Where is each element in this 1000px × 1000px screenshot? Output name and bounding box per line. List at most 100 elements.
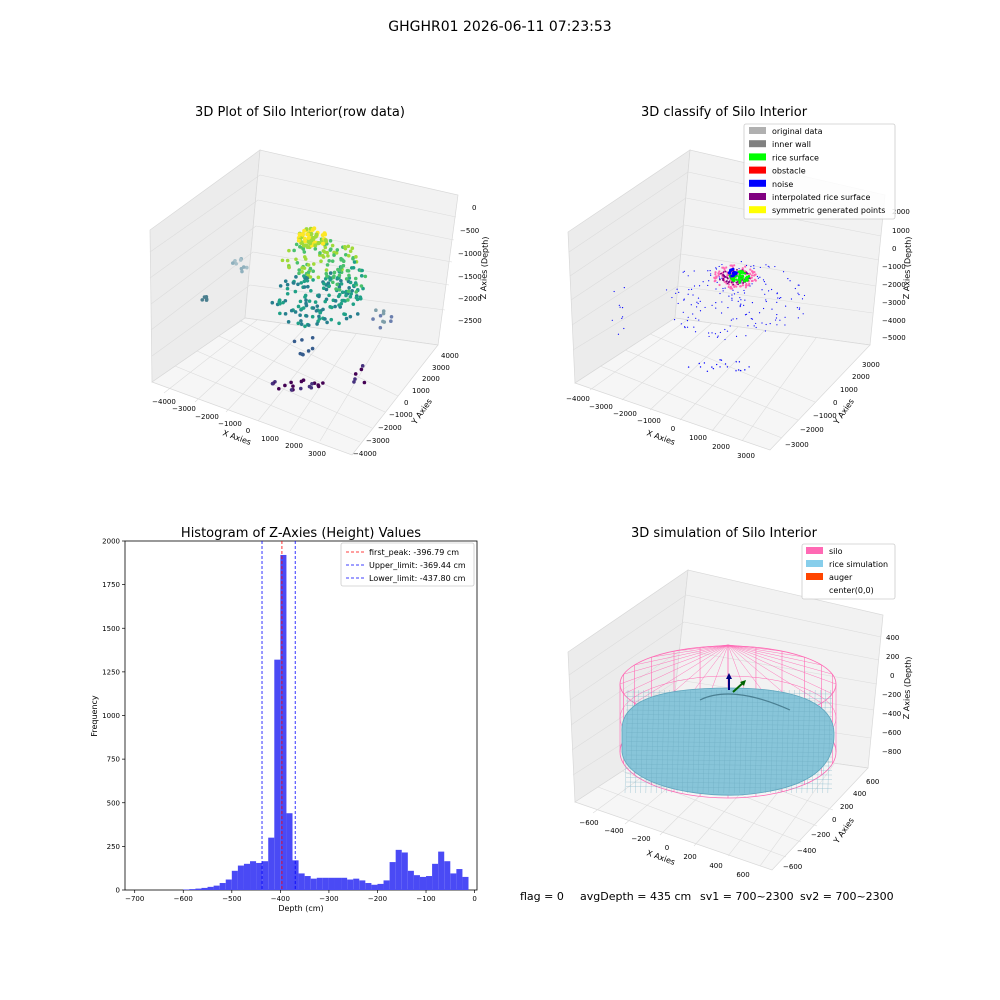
raw-point (280, 258, 285, 263)
classify-point (710, 273, 712, 275)
hist-bar (401, 852, 408, 890)
raw-point (302, 279, 307, 284)
hist-bar (274, 659, 281, 890)
raw-point (340, 298, 344, 303)
classify-point (797, 317, 799, 319)
raw-point (294, 275, 298, 279)
hist-bar (359, 880, 366, 890)
classify-point (720, 359, 723, 361)
classify-point (721, 263, 723, 266)
raw-point (328, 277, 332, 282)
raw-point (318, 251, 322, 255)
classify-point (724, 338, 726, 341)
classify-point (699, 300, 701, 302)
rice-mesh-line (625, 718, 833, 722)
sim-legend-label: auger (829, 573, 853, 582)
classify-point (776, 301, 778, 303)
raw-point (330, 259, 335, 263)
raw-point (296, 282, 300, 287)
classify-point (703, 362, 706, 364)
classify-point (714, 273, 717, 276)
classify-point (690, 304, 692, 306)
raw-point (283, 383, 287, 388)
raw-point (296, 321, 301, 326)
rice-mesh-line (671, 689, 675, 794)
classify-point (720, 312, 723, 314)
classify-point (755, 322, 757, 325)
hist-bar (383, 880, 390, 890)
raw-point (299, 307, 304, 311)
classify-point (745, 335, 747, 337)
raw-points (200, 226, 394, 392)
classify-point (735, 278, 738, 281)
rice-mesh-line (625, 772, 833, 776)
classify-point (718, 270, 721, 273)
classify-point (744, 314, 747, 316)
classify-point (741, 275, 744, 278)
classify-point (790, 298, 793, 300)
classify-point (719, 359, 721, 361)
classify-point (726, 330, 729, 332)
sim-xlabel: X Axies (645, 848, 676, 867)
rice-mesh-line (676, 689, 681, 794)
raw-point (302, 266, 307, 270)
raw-point (313, 243, 318, 248)
raw-point (321, 381, 325, 385)
classify-legend-swatch (749, 179, 766, 187)
hist-bar (268, 837, 275, 890)
raw-point (354, 255, 358, 259)
raw-point (286, 320, 291, 324)
classify-point (750, 276, 753, 279)
raw-point (327, 293, 331, 298)
classify-point (740, 299, 742, 301)
classify-point (730, 281, 733, 284)
raw-point (346, 269, 351, 273)
raw-point (306, 263, 311, 267)
classify-point (741, 267, 744, 270)
raw-point (289, 388, 294, 392)
raw-point (299, 379, 304, 384)
hist-ytick-label: 1250 (102, 668, 120, 676)
classify-point (748, 311, 750, 313)
raw-point (293, 289, 298, 294)
classify-point (613, 290, 615, 293)
classify-point (708, 280, 710, 282)
raw-point (359, 284, 364, 288)
sim-legend-label: rice simulation (829, 560, 888, 569)
hist-bar (250, 861, 257, 890)
raw-point (310, 336, 315, 340)
hist-bar (304, 876, 311, 890)
rice-mesh-line (812, 689, 816, 794)
hist-bar (328, 877, 335, 890)
classify-ztick: −2000 (882, 281, 906, 289)
raw-xtick: 2000 (285, 442, 303, 450)
raw-point (316, 241, 321, 246)
hist-bar (207, 886, 214, 890)
hist-xlabel: Depth (cm) (278, 904, 323, 913)
classify-point (710, 274, 712, 277)
classify-point (762, 307, 765, 310)
classify-point (738, 361, 741, 363)
raw-point (316, 275, 321, 280)
rice-mesh-line (775, 689, 779, 794)
classify-point (715, 307, 717, 309)
hist-bar (225, 879, 232, 890)
classify-legend-label: interpolated rice surface (772, 193, 870, 202)
classify-point (731, 297, 733, 299)
silo-roof-line (727, 644, 805, 658)
classify-point (736, 318, 738, 320)
raw-point (296, 238, 301, 243)
raw-point (278, 284, 283, 288)
classify-point (696, 301, 698, 303)
classify-point (762, 279, 765, 281)
classify-ytick: 1000 (840, 386, 858, 394)
classify-point (713, 276, 716, 279)
raw-point (331, 275, 336, 280)
classify-point (675, 292, 677, 294)
hist-bar (310, 878, 317, 890)
raw-point (204, 295, 209, 300)
rice-mesh-line (625, 781, 833, 785)
hist-ytick-label: 500 (107, 799, 120, 807)
classify-ztick: −5000 (882, 334, 906, 342)
raw-point (311, 278, 315, 282)
